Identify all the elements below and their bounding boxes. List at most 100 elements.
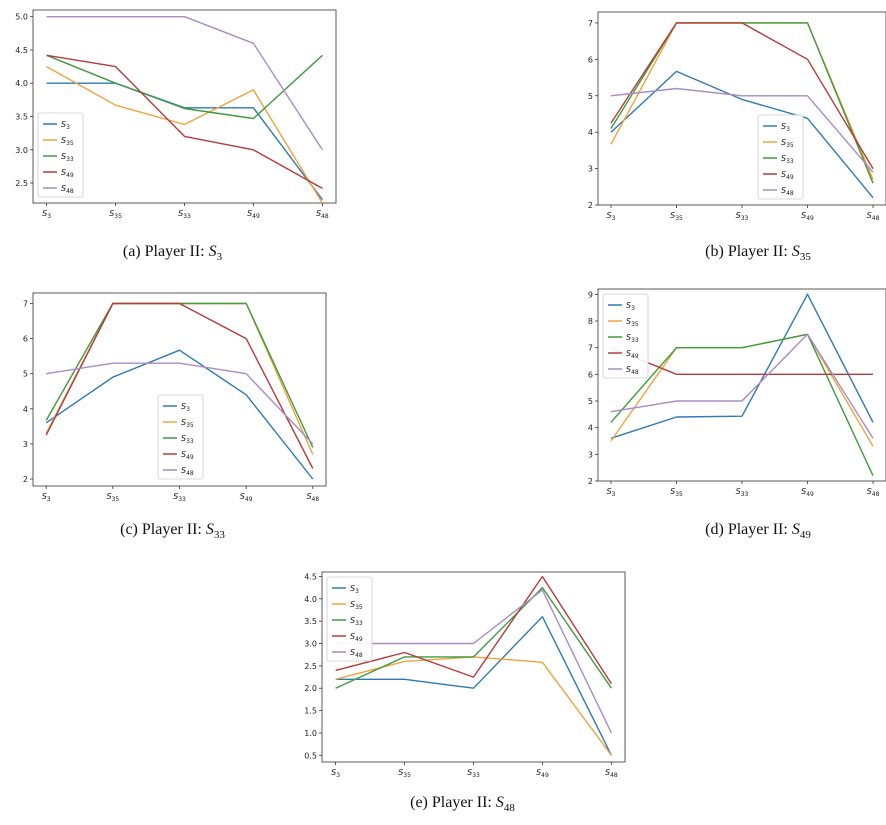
y-tick-label: 2 bbox=[23, 475, 28, 484]
chart-d: 2 3 4 5 6 7 8 9 S3 S35 S33 S49 S48 S3 S35 S33 S49 S48 bbox=[588, 288, 886, 498]
x-tick-label: S3 bbox=[331, 768, 340, 779]
series-line-s33 bbox=[335, 586, 612, 689]
legend: S3 S35 S33 S49 S48 bbox=[326, 576, 373, 662]
legend-box bbox=[757, 114, 804, 200]
x-tick-label: S48 bbox=[867, 211, 880, 222]
x-tick-label: S33 bbox=[736, 487, 749, 498]
chart-b: 2 3 4 5 6 7 S3 S35 S33 S49 S48 S3 S35 S33 S49 S48 bbox=[588, 11, 886, 222]
y-tick-label: 3 bbox=[588, 165, 593, 174]
legend-entry: S49 bbox=[350, 632, 363, 643]
series-line-s49 bbox=[610, 22, 874, 169]
y-tick-label: 5 bbox=[23, 370, 28, 379]
x-tick-label: S33 bbox=[173, 492, 186, 503]
x-tick-label: S3 bbox=[42, 209, 51, 220]
caption-b: (b) Player II: S35 bbox=[705, 243, 811, 264]
y-tick-label: 2.5 bbox=[15, 179, 28, 188]
legend-entry: S49 bbox=[626, 349, 639, 360]
legend-entry: S49 bbox=[61, 168, 74, 179]
series-line-s48 bbox=[335, 589, 613, 734]
legend: S3 S35 S33 S49 S48 bbox=[757, 114, 804, 200]
series-line-s48 bbox=[46, 16, 323, 151]
series-line-s49 bbox=[610, 347, 873, 376]
legend-box bbox=[326, 576, 373, 662]
chart-panel-c: 2 3 4 5 6 7 S3 S35 S33 S49 S48 S3 S35 S33 S49 S48 (c) P… bbox=[0, 283, 345, 548]
x-tick-label: S3 bbox=[607, 211, 616, 222]
caption-a: (a) Player II: S3 bbox=[122, 243, 223, 264]
y-tick-label: 2 bbox=[588, 477, 593, 486]
y-tick-label: 7 bbox=[588, 19, 593, 28]
series-line-s49 bbox=[46, 54, 323, 190]
y-tick-label: 2.5 bbox=[304, 662, 317, 671]
y-tick-label: 2.0 bbox=[304, 684, 317, 693]
x-tick-label: S35 bbox=[109, 209, 122, 220]
y-tick-label: 4.0 bbox=[15, 79, 28, 88]
x-tick-label: S3 bbox=[42, 492, 51, 503]
chart-panel-a: 2.5 3.0 3.5 4.0 4.5 5.0 S3 S35 S33 S49 S48 S3 S35 S33… bbox=[0, 0, 345, 265]
y-tick-label: 4.5 bbox=[304, 572, 317, 581]
legend-entry: S3 bbox=[626, 301, 635, 312]
x-tick-label: S35 bbox=[670, 211, 683, 222]
x-tick-label: S49 bbox=[536, 768, 549, 779]
legend-entry: S35 bbox=[181, 418, 194, 429]
y-tick-label: 4.5 bbox=[15, 46, 28, 55]
legend-entry: S3 bbox=[350, 584, 359, 595]
series-line-s35 bbox=[610, 22, 874, 180]
y-tick-label: 3.5 bbox=[304, 617, 317, 626]
legend-entry: S3 bbox=[781, 122, 790, 133]
legend-entry: S33 bbox=[181, 434, 194, 445]
series-line-s3 bbox=[335, 616, 613, 756]
x-tick-label: S35 bbox=[106, 492, 119, 503]
legend-entry: S48 bbox=[350, 648, 363, 659]
x-tick-label: S48 bbox=[306, 492, 319, 503]
y-tick-label: 7 bbox=[23, 300, 28, 309]
legend-box bbox=[37, 112, 84, 198]
legend-entry: S3 bbox=[181, 402, 190, 413]
x-tick-label: S48 bbox=[316, 209, 329, 220]
legend-box bbox=[602, 293, 649, 379]
y-tick-label: 3 bbox=[23, 440, 28, 449]
legend-entry: S48 bbox=[61, 184, 74, 195]
legend-entry: S35 bbox=[61, 136, 74, 147]
y-tick-label: 5 bbox=[588, 397, 593, 406]
y-tick-label: 6 bbox=[588, 55, 593, 64]
y-tick-label: 0.5 bbox=[304, 751, 317, 760]
legend-entry: S49 bbox=[181, 450, 194, 461]
legend-entry: S35 bbox=[626, 317, 639, 328]
y-tick-label: 3.0 bbox=[304, 640, 317, 649]
y-tick-label: 8 bbox=[588, 317, 593, 326]
x-tick-label: S35 bbox=[670, 487, 683, 498]
y-tick-label: 3 bbox=[588, 450, 593, 459]
legend: S3 S35 S33 S49 S48 bbox=[157, 394, 204, 480]
chart-panel-e: 0.5 1.0 1.5 2.0 2.5 3.0 3.5 4.0 4.5 S3 S35 S33 S49 S4… bbox=[290, 564, 635, 825]
legend-entry: S33 bbox=[350, 616, 363, 627]
legend: S3 S35 S33 S49 S48 bbox=[37, 112, 84, 198]
x-tick-label: S35 bbox=[398, 768, 411, 779]
y-tick-label: 7 bbox=[588, 344, 593, 353]
caption-d: (d) Player II: S49 bbox=[705, 521, 811, 542]
y-tick-label: 4.0 bbox=[304, 595, 317, 604]
y-tick-label: 2 bbox=[588, 201, 593, 210]
chart-a: 2.5 3.0 3.5 4.0 4.5 5.0 S3 S35 S33 S49 S48 S3 S35 S33… bbox=[15, 9, 337, 220]
legend-entry: S35 bbox=[781, 138, 794, 149]
series-line-s3 bbox=[45, 349, 314, 480]
y-tick-label: 6 bbox=[588, 370, 593, 379]
legend-entry: S35 bbox=[350, 600, 363, 611]
x-tick-label: S33 bbox=[178, 209, 191, 220]
series-line-s35 bbox=[46, 65, 323, 204]
legend-entry: S33 bbox=[61, 152, 74, 163]
series-line-s3 bbox=[610, 293, 874, 439]
legend-entry: S49 bbox=[781, 170, 794, 181]
y-tick-label: 1.0 bbox=[304, 729, 317, 738]
legend-entry: S3 bbox=[61, 120, 70, 131]
x-tick-label: S33 bbox=[736, 211, 749, 222]
legend-entry: S48 bbox=[781, 186, 794, 197]
caption-e: (e) Player II: S48 bbox=[410, 794, 515, 815]
legend-entry: S33 bbox=[626, 333, 639, 344]
series-line-s48 bbox=[46, 362, 314, 445]
x-tick-label: S48 bbox=[867, 487, 880, 498]
legend-entry: S48 bbox=[181, 466, 194, 477]
y-tick-label: 1.5 bbox=[304, 707, 317, 716]
y-tick-label: 5 bbox=[588, 92, 593, 101]
chart-c: 2 3 4 5 6 7 S3 S35 S33 S49 S48 S3 S35 S33 S49 S48 bbox=[23, 292, 327, 503]
series-line-s49 bbox=[45, 302, 314, 469]
